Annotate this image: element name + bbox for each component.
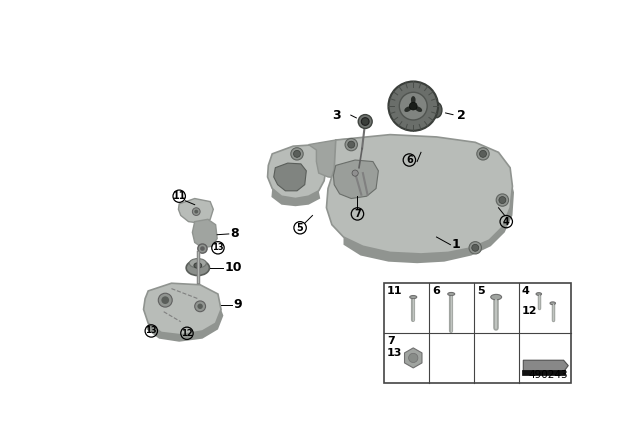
Circle shape (291, 148, 303, 160)
Ellipse shape (186, 260, 209, 276)
Circle shape (193, 208, 200, 215)
Circle shape (479, 151, 486, 157)
Ellipse shape (410, 296, 417, 299)
Bar (522, 370, 565, 375)
Text: 13: 13 (145, 327, 157, 336)
Text: 13: 13 (212, 243, 224, 252)
Ellipse shape (411, 96, 415, 104)
Circle shape (195, 210, 198, 214)
Circle shape (496, 194, 509, 206)
Polygon shape (268, 145, 326, 198)
Ellipse shape (189, 258, 206, 268)
Polygon shape (344, 186, 514, 263)
Circle shape (469, 241, 481, 254)
Text: 4: 4 (522, 286, 530, 296)
Ellipse shape (550, 302, 556, 305)
Ellipse shape (415, 107, 422, 112)
Text: 7: 7 (354, 209, 361, 219)
Ellipse shape (491, 294, 502, 300)
Circle shape (200, 246, 205, 251)
Circle shape (472, 244, 479, 251)
Circle shape (348, 141, 355, 148)
Text: 6: 6 (406, 155, 413, 165)
Ellipse shape (194, 263, 202, 268)
Circle shape (410, 102, 417, 110)
Circle shape (197, 304, 203, 309)
Bar (384, 283, 572, 383)
Circle shape (358, 115, 372, 129)
Circle shape (294, 151, 301, 157)
Polygon shape (404, 348, 422, 368)
Circle shape (399, 92, 428, 120)
Text: 10: 10 (225, 261, 243, 274)
Circle shape (195, 301, 205, 312)
Circle shape (362, 118, 369, 125)
Text: 5: 5 (477, 286, 484, 296)
Polygon shape (179, 198, 213, 223)
Polygon shape (271, 189, 320, 206)
Text: 6: 6 (432, 286, 440, 296)
Ellipse shape (448, 293, 454, 296)
Circle shape (161, 296, 169, 304)
Ellipse shape (536, 293, 541, 295)
Text: 1: 1 (452, 238, 461, 251)
Text: 12: 12 (522, 306, 537, 316)
Text: 7: 7 (387, 336, 395, 345)
Circle shape (158, 293, 172, 307)
Text: 13: 13 (387, 348, 403, 358)
Circle shape (352, 170, 358, 176)
Polygon shape (333, 160, 378, 198)
Circle shape (408, 353, 418, 362)
Ellipse shape (404, 107, 412, 112)
Circle shape (499, 197, 506, 203)
Circle shape (345, 138, 358, 151)
Polygon shape (524, 360, 568, 372)
Polygon shape (326, 134, 513, 254)
Text: 3: 3 (333, 109, 341, 122)
Text: 490243: 490243 (529, 370, 568, 380)
Text: 11: 11 (172, 191, 186, 201)
Text: 8: 8 (230, 228, 239, 241)
Circle shape (388, 82, 438, 131)
Text: 11: 11 (387, 286, 403, 296)
Polygon shape (308, 138, 363, 178)
Circle shape (477, 148, 489, 160)
Circle shape (198, 244, 207, 253)
Polygon shape (147, 310, 223, 342)
Text: 9: 9 (234, 298, 242, 311)
Text: 4: 4 (503, 217, 509, 227)
Text: 2: 2 (457, 109, 465, 122)
Polygon shape (274, 163, 307, 191)
Text: 12: 12 (181, 329, 193, 338)
Polygon shape (143, 283, 221, 335)
Ellipse shape (431, 102, 442, 118)
Text: 5: 5 (297, 223, 303, 233)
Polygon shape (193, 220, 217, 248)
